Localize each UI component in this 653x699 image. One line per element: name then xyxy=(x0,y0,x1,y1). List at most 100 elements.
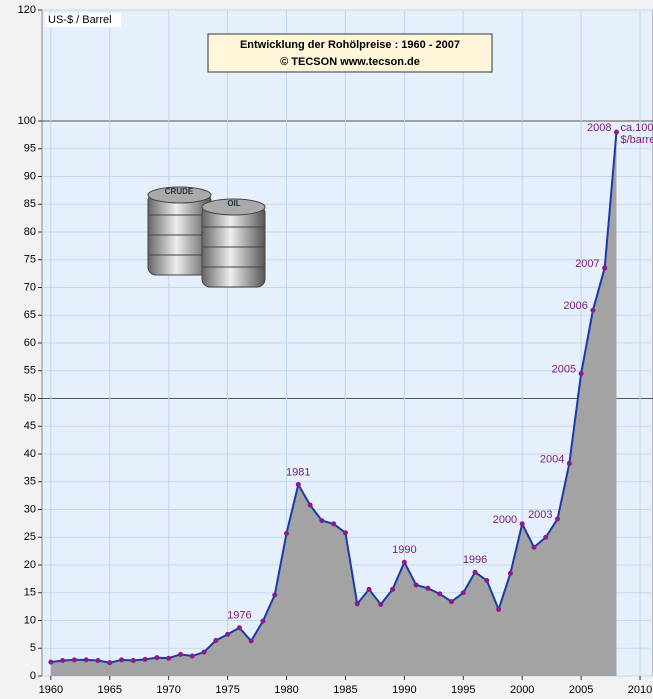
point xyxy=(543,535,548,540)
x-tick-label: 1985 xyxy=(333,684,357,696)
point xyxy=(590,308,595,313)
x-tick-label: 2005 xyxy=(569,684,593,696)
y-tick-label: 70 xyxy=(24,281,36,293)
point xyxy=(414,582,419,587)
point xyxy=(249,639,254,644)
point xyxy=(202,650,207,655)
point-label: 2000 xyxy=(493,514,517,526)
y-tick-label: 60 xyxy=(24,337,36,349)
x-tick-label: 2000 xyxy=(510,684,534,696)
annotation: $/barrel xyxy=(620,134,653,146)
point xyxy=(579,371,584,376)
point xyxy=(48,660,53,665)
point xyxy=(237,625,242,630)
point xyxy=(272,592,277,597)
point-label: 2004 xyxy=(540,453,564,465)
point xyxy=(72,657,77,662)
point xyxy=(567,461,572,466)
x-tick-label: 1965 xyxy=(98,684,122,696)
y-tick-label: 120 xyxy=(18,4,36,16)
point xyxy=(555,516,560,521)
y-tick-label: 85 xyxy=(24,198,36,210)
point xyxy=(225,632,230,637)
x-tick-label: 2010 xyxy=(628,684,652,696)
point xyxy=(473,570,478,575)
point xyxy=(60,658,65,663)
y-tick-label: 40 xyxy=(24,448,36,460)
point xyxy=(119,657,124,662)
y-tick-label: 100 xyxy=(18,115,36,127)
x-tick-label: 1975 xyxy=(215,684,239,696)
point xyxy=(614,130,619,135)
y-tick-label: 35 xyxy=(24,476,36,488)
point xyxy=(260,619,265,624)
point xyxy=(84,657,89,662)
point xyxy=(390,587,395,592)
point xyxy=(531,545,536,550)
y-tick-label: 30 xyxy=(24,503,36,515)
page: CRUDE OIL US-$ / Barrel Entwicklung der … xyxy=(0,0,653,699)
y-tick-label: 55 xyxy=(24,365,36,377)
point xyxy=(508,571,513,576)
x-tick-label: 1970 xyxy=(156,684,180,696)
point xyxy=(319,518,324,523)
point xyxy=(355,601,360,606)
chart: CRUDE OIL US-$ / Barrel Entwicklung der … xyxy=(0,0,653,699)
point xyxy=(178,652,183,657)
y-tick-label: 75 xyxy=(24,254,36,266)
y-tick-label: 25 xyxy=(24,531,36,543)
point xyxy=(378,602,383,607)
barrel-label: OIL xyxy=(227,199,240,208)
x-tick-label: 1990 xyxy=(392,684,416,696)
point-label: 1976 xyxy=(227,610,251,622)
y-tick-label: 45 xyxy=(24,420,36,432)
y-tick-label: 15 xyxy=(24,587,36,599)
point xyxy=(520,521,525,526)
point xyxy=(425,586,430,591)
point xyxy=(602,266,607,271)
point xyxy=(166,656,171,661)
point-label: 2007 xyxy=(575,258,599,270)
point-label: 1990 xyxy=(392,544,416,556)
point-label: 2006 xyxy=(563,300,587,312)
point xyxy=(107,660,112,665)
point xyxy=(213,638,218,643)
point xyxy=(154,655,159,660)
chart-title: Entwicklung der Rohölpreise : 1960 - 200… xyxy=(240,39,460,51)
point xyxy=(143,657,148,662)
point xyxy=(484,578,489,583)
point xyxy=(190,654,195,659)
y-tick-label: 20 xyxy=(24,559,36,571)
point xyxy=(343,530,348,535)
point xyxy=(308,503,313,508)
point xyxy=(284,531,289,536)
y-tick-label: 50 xyxy=(24,392,36,404)
x-tick-label: 1995 xyxy=(451,684,475,696)
barrels-image: CRUDE OIL xyxy=(148,187,265,287)
point xyxy=(331,521,336,526)
x-tick-label: 1960 xyxy=(39,684,63,696)
point-label: 2003 xyxy=(528,509,552,521)
point xyxy=(131,658,136,663)
y-tick-label: 80 xyxy=(24,226,36,238)
y-tick-label: 5 xyxy=(30,642,36,654)
point-label: 1981 xyxy=(286,466,310,478)
y-tick-label: 0 xyxy=(30,670,36,682)
y-tick-label: 95 xyxy=(24,143,36,155)
point xyxy=(95,658,100,663)
y-tick-label: 10 xyxy=(24,614,36,626)
point-label: 1996 xyxy=(463,554,487,566)
point xyxy=(449,599,454,604)
point xyxy=(496,607,501,612)
point xyxy=(437,591,442,596)
chart-subtitle: © TECSON www.tecson.de xyxy=(280,56,420,68)
point xyxy=(461,590,466,595)
y-axis-label: US-$ / Barrel xyxy=(48,14,112,26)
annotation: ca.100 xyxy=(620,122,653,134)
point xyxy=(367,587,372,592)
x-tick-label: 1980 xyxy=(274,684,298,696)
point-label: 2005 xyxy=(552,363,576,375)
point xyxy=(402,560,407,565)
point-label: 2008 xyxy=(587,122,611,134)
barrel-label: CRUDE xyxy=(165,187,194,196)
